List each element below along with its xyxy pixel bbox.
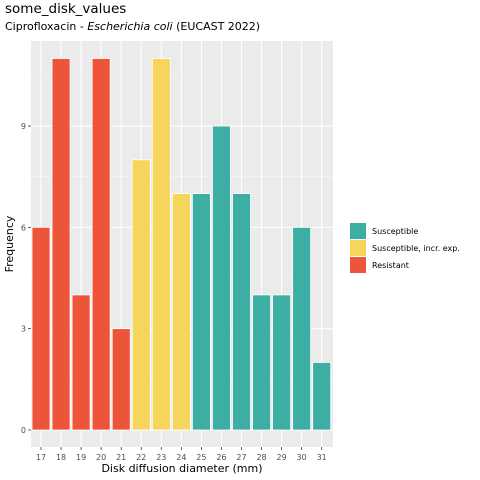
legend-key [350, 223, 366, 239]
y-tick-label: 3 [21, 325, 26, 334]
x-tick-label: 30 [297, 453, 307, 462]
chart-subtitle: Ciprofloxacin - Escherichia coli (EUCAST… [5, 20, 260, 33]
bar-27 [232, 193, 251, 431]
bar-19 [71, 294, 91, 431]
x-tick-label: 22 [136, 453, 146, 462]
bar-21 [111, 328, 131, 431]
bar-24 [171, 193, 191, 431]
bar-31 [312, 362, 332, 431]
y-tick-label: 0 [21, 426, 26, 435]
legend-label: Susceptible [372, 227, 418, 236]
bars [31, 58, 332, 431]
bar-26 [212, 125, 231, 431]
x-axis-title: Disk diffusion diameter (mm) [101, 462, 262, 475]
legend-label: Susceptible, incr. exp. [372, 244, 460, 253]
x-tick-label: 17 [36, 453, 46, 462]
legend-label: Resistant [372, 261, 409, 270]
x-tick-label: 21 [116, 453, 126, 462]
y-tick-label: 6 [21, 223, 26, 232]
axes: 0 3 6 9 17 18 19 20 21 22 23 24 25 26 27 28 29 30 31 Disk d… [3, 122, 327, 475]
x-tick-label: 31 [317, 453, 327, 462]
bar-23 [151, 58, 171, 431]
x-tick-label: 26 [216, 453, 226, 462]
x-tick-label: 18 [56, 453, 66, 462]
x-tick-label: 23 [156, 453, 166, 462]
x-tick-label: 20 [96, 453, 106, 462]
bar-20 [91, 58, 111, 431]
subtitle-suffix: (EUCAST 2022) [172, 20, 261, 33]
bar-28 [252, 294, 271, 431]
legend-key [350, 240, 366, 256]
x-tick-label: 19 [76, 453, 86, 462]
y-tick-label: 9 [21, 122, 26, 131]
bar-25 [191, 193, 211, 431]
bar-17 [31, 226, 51, 431]
y-axis-title: Frequency [3, 215, 16, 272]
legend: Susceptible Susceptible, incr. exp. Resist… [350, 223, 460, 273]
chart-title: some_disk_values [5, 1, 127, 17]
bar-30 [292, 226, 312, 431]
subtitle-organism: Escherichia coli [87, 20, 173, 33]
subtitle-prefix: Ciprofloxacin - [5, 20, 88, 33]
x-tick-label: 29 [277, 453, 287, 462]
x-tick-label: 27 [236, 453, 246, 462]
x-tick-label: 28 [256, 453, 266, 462]
bar-22 [131, 159, 151, 431]
bar-18 [51, 58, 71, 431]
x-tick-label: 24 [176, 453, 186, 462]
bar-29 [272, 294, 292, 431]
legend-key [350, 257, 366, 273]
x-tick-label: 25 [196, 453, 206, 462]
